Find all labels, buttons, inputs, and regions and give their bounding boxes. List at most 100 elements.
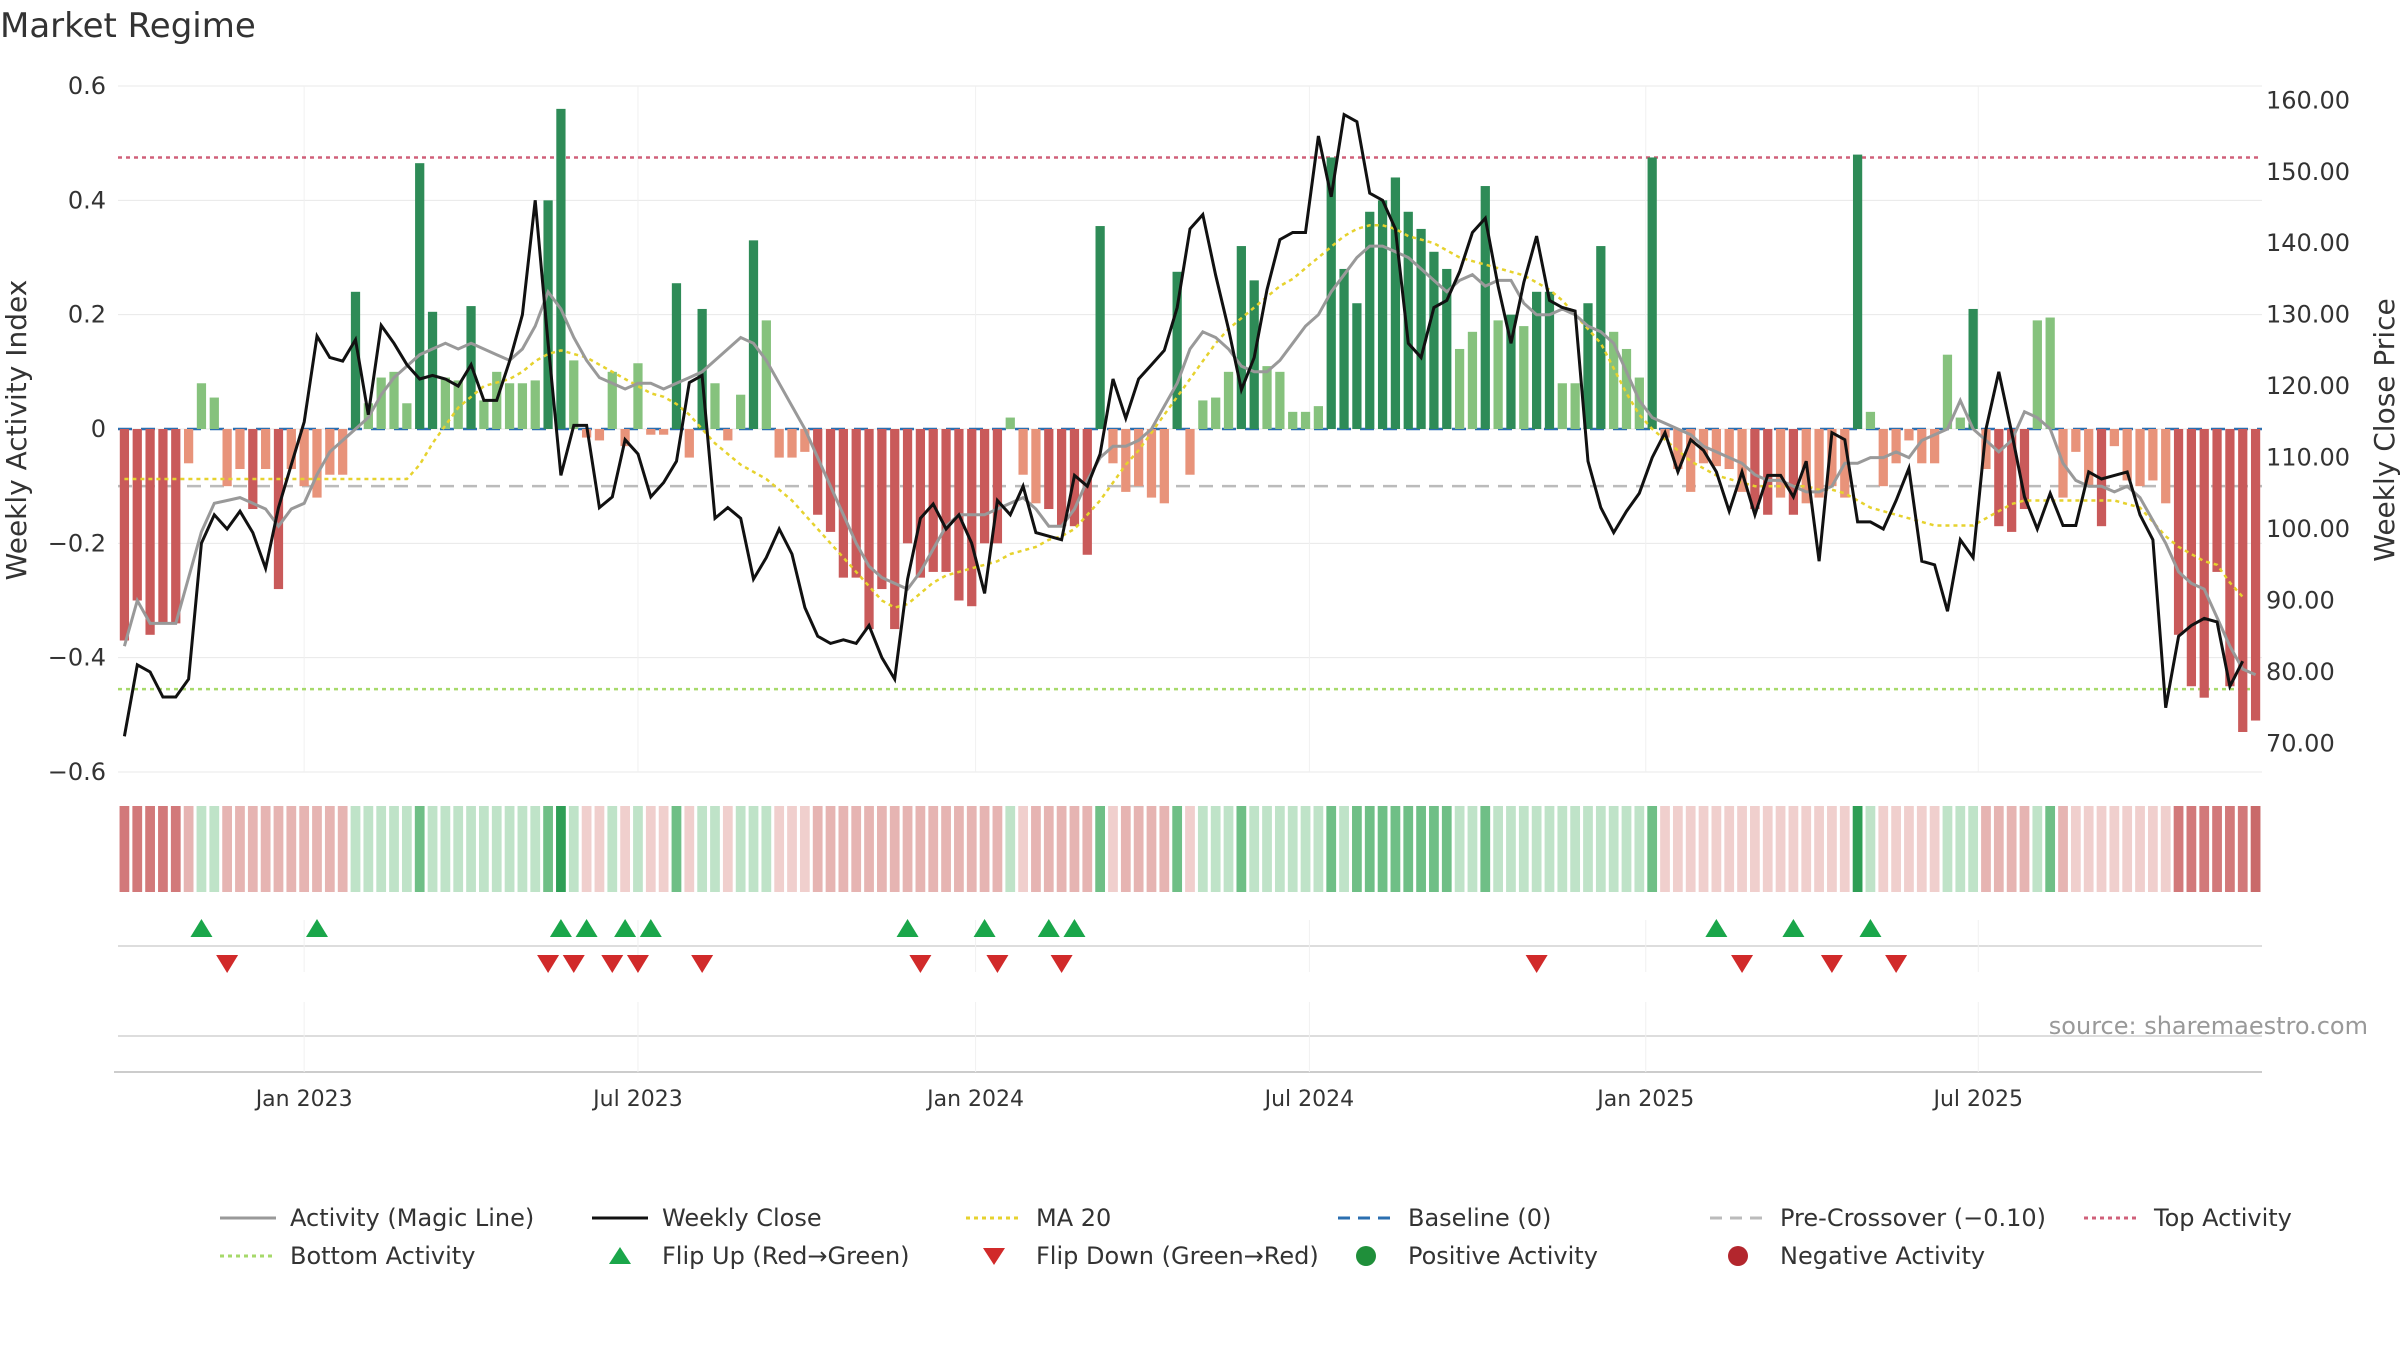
regime-cell: [1685, 806, 1696, 892]
activity-bar: [1724, 429, 1734, 470]
regime-cell: [1467, 806, 1478, 892]
activity-bar: [967, 429, 977, 607]
activity-bar: [350, 291, 361, 429]
y-axis-title: Weekly Activity Index: [0, 280, 33, 581]
activity-bar: [1095, 226, 1105, 429]
activity-bar: [2186, 429, 2197, 687]
activity-bar: [1454, 348, 1465, 429]
activity-bar: [1750, 429, 1760, 510]
regime-cell: [2006, 806, 2017, 892]
activity-bar: [2173, 429, 2184, 635]
regime-cell: [2199, 806, 2210, 892]
y2-tick-label: 160.00: [2266, 86, 2350, 114]
activity-bar: [158, 429, 168, 624]
regime-cell: [2225, 806, 2235, 892]
regime-cell: [2070, 806, 2081, 892]
regime-cell: [1993, 806, 2004, 892]
regime-cell: [1480, 806, 1491, 892]
regime-cell: [992, 806, 1003, 892]
y-tick-label: −0.6: [48, 758, 106, 786]
regime-cell: [1018, 806, 1028, 892]
activity-bar: [1686, 429, 1696, 492]
regime-cell: [902, 806, 913, 892]
regime-cell: [748, 806, 759, 892]
activity-bar: [1994, 429, 2004, 527]
regime-cell: [1968, 806, 1979, 892]
regime-cell: [2186, 806, 2197, 892]
activity-bar: [1942, 354, 1953, 429]
legend-label: Baseline (0): [1408, 1204, 1551, 1232]
activity-bar: [992, 429, 1003, 544]
activity-bar: [928, 429, 938, 572]
activity-bar: [915, 429, 926, 578]
flip-up-marker: [614, 919, 637, 937]
regime-cell: [1339, 806, 1349, 892]
regime-cell: [684, 806, 695, 892]
activity-bar: [659, 429, 669, 435]
regime-cell: [1942, 806, 1953, 892]
regime-cell: [1506, 806, 1516, 892]
regime-cell: [2083, 806, 2094, 892]
legend-swatch: [983, 1248, 1005, 1265]
regime-cell: [543, 806, 553, 892]
activity-bar: [402, 403, 412, 429]
activity-bar: [710, 383, 720, 429]
x-tick-label: Jan 2025: [1595, 1087, 1694, 1112]
legend-label: Flip Up (Red→Green): [662, 1242, 910, 1270]
flip-up-marker: [639, 919, 662, 937]
regime-cell: [209, 806, 220, 892]
flip-up-marker: [1705, 919, 1728, 937]
activity-bar: [1480, 186, 1490, 429]
regime-cell: [1621, 806, 1632, 892]
regime-cell: [735, 806, 746, 892]
regime-cell: [799, 806, 810, 892]
regime-cell: [812, 806, 823, 892]
activity-bar: [748, 240, 759, 429]
regime-cell: [1557, 806, 1568, 892]
flip-up-marker: [1063, 919, 1086, 937]
regime-cell: [568, 806, 579, 892]
regime-cell: [401, 806, 412, 892]
activity-bar: [1236, 246, 1246, 429]
flip-down-marker: [1820, 955, 1843, 973]
legend-item: Flip Up (Red→Green): [609, 1242, 910, 1270]
regime-cell: [132, 806, 143, 892]
y2-tick-label: 80.00: [2266, 658, 2335, 686]
regime-strip: [119, 806, 2261, 892]
regime-cell: [2135, 806, 2145, 892]
y2-tick-label: 100.00: [2266, 515, 2350, 543]
regime-cell: [170, 806, 181, 892]
regime-cell: [581, 806, 592, 892]
regime-cell: [504, 806, 515, 892]
activity-bar: [209, 397, 219, 429]
activity-bar: [1390, 177, 1401, 429]
activity-bar: [774, 429, 784, 458]
activity-bar: [2250, 429, 2261, 721]
activity-bar: [376, 377, 386, 429]
y-tick-label: −0.4: [48, 644, 106, 672]
regime-cell: [761, 806, 772, 892]
x-tick-label: Jul 2023: [591, 1087, 683, 1112]
activity-bar: [1852, 154, 1863, 429]
legend-item: MA 20: [966, 1204, 1111, 1232]
regime-cell: [1005, 806, 1016, 892]
regime-cell: [158, 806, 168, 892]
regime-cell: [1236, 806, 1247, 892]
activity-bar: [517, 383, 528, 429]
regime-cell: [556, 806, 566, 892]
regime-cell: [1300, 806, 1311, 892]
activity-bar: [723, 429, 733, 441]
y-tick-label: 0.4: [68, 186, 106, 214]
flip-up-marker: [1782, 919, 1805, 937]
legend-label: Bottom Activity: [290, 1242, 475, 1270]
activity-bar: [1018, 429, 1028, 475]
activity-bar: [222, 429, 232, 487]
regime-cell: [1197, 806, 1208, 892]
activity-bar: [1737, 429, 1747, 492]
regime-cell: [1672, 806, 1683, 892]
activity-bar: [800, 429, 810, 452]
activity-bar: [1056, 429, 1067, 527]
activity-bar: [941, 429, 951, 572]
regime-cell: [1852, 806, 1863, 892]
regime-cell: [286, 806, 297, 892]
